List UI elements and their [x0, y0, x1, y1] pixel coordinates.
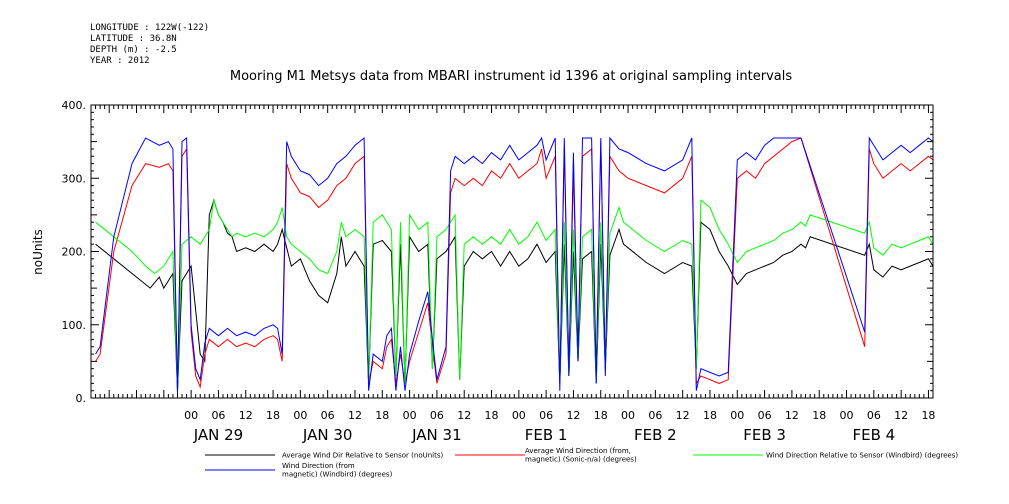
x-tick-label: 12 [894, 409, 908, 422]
x-tick-label: 00 [403, 409, 417, 422]
x-tick-label: 12 [239, 409, 253, 422]
y-tick-label: 100. [62, 319, 87, 332]
y-tick-label: 200. [62, 246, 87, 259]
x-tick-label: 18 [266, 409, 280, 422]
x-tick-label: 18 [594, 409, 608, 422]
x-tick-label: 18 [485, 409, 499, 422]
latitude-text: LATITUDE : 36.8N [90, 34, 177, 44]
legend-label-4: magnetic) (Windbird) (degrees) [282, 471, 393, 479]
x-tick-label: 18 [812, 409, 826, 422]
series-line-4 [95, 136, 934, 395]
series-line-3 [95, 199, 934, 391]
x-tick-label: 12 [676, 409, 690, 422]
x-tick-label: 00 [840, 409, 854, 422]
depth-text: DEPTH (m) : -2.5 [90, 45, 177, 55]
x-tick-label: 18 [703, 409, 717, 422]
x-tick-label: 00 [293, 409, 307, 422]
year-text: YEAR : 2012 [90, 56, 150, 66]
x-tick-label: 12 [457, 409, 471, 422]
metadata-block: LONGITUDE : 122W(-122) LATITUDE : 36.8N … [90, 23, 209, 66]
x-tick-label: 00 [621, 409, 635, 422]
plot-frame [90, 104, 934, 399]
x-tick-label: 00 [184, 409, 198, 422]
x-tick-label: 12 [348, 409, 362, 422]
x-tick-label: 06 [539, 409, 553, 422]
legend-label-2: Average Wind Direction (from, [525, 447, 631, 455]
x-tick-label: 00 [512, 409, 526, 422]
chart-title: Mooring M1 Metsys data from MBARI instru… [230, 69, 792, 84]
x-day-label: FEB 4 [852, 426, 895, 444]
x-tick-label: 06 [321, 409, 335, 422]
series-layer [95, 136, 934, 395]
x-tick-label: 06 [867, 409, 881, 422]
x-day-label: JAN 29 [193, 426, 244, 444]
longitude-text: LONGITUDE : 122W(-122) [90, 23, 209, 33]
x-tick-label: 12 [566, 409, 580, 422]
axes: 0. 100. 200. 300. 400. 00 06 12 18 00 06 12 18 00 06 12… [62, 99, 936, 444]
series-line-2 [95, 137, 934, 391]
x-day-label: JAN 30 [302, 426, 353, 444]
x-tick-label: 18 [375, 409, 389, 422]
y-tick-label: 400. [62, 99, 87, 112]
x-tick-label: 12 [785, 409, 799, 422]
x-day-label: FEB 3 [743, 426, 786, 444]
x-tick-label: 06 [648, 409, 662, 422]
x-day-label: JAN 31 [411, 426, 462, 444]
x-day-label: FEB 2 [634, 426, 677, 444]
x-tick-label: 00 [730, 409, 744, 422]
x-tick-label: 06 [430, 409, 444, 422]
series-line-1 [95, 198, 934, 391]
legend-label-3: Wind Direction Relative to Sensor (Windb… [766, 452, 958, 460]
x-tick-label: 06 [211, 409, 225, 422]
legend-label-2: magnetic) (Sonic-n/a) (degrees) [525, 456, 637, 464]
x-tick-label: 06 [758, 409, 772, 422]
y-tick-label: 0. [76, 392, 87, 405]
legend: Average Wind Dir Relative to Sensor (noU… [205, 447, 958, 479]
legend-label-1: Average Wind Dir Relative to Sensor (noU… [282, 452, 443, 460]
y-tick-label: 300. [62, 172, 87, 185]
x-tick-label: 18 [921, 409, 935, 422]
x-day-label: FEB 1 [525, 426, 568, 444]
legend-label-4: Wind Direction (from [282, 462, 355, 470]
y-axis-label: noUnits [31, 229, 45, 275]
